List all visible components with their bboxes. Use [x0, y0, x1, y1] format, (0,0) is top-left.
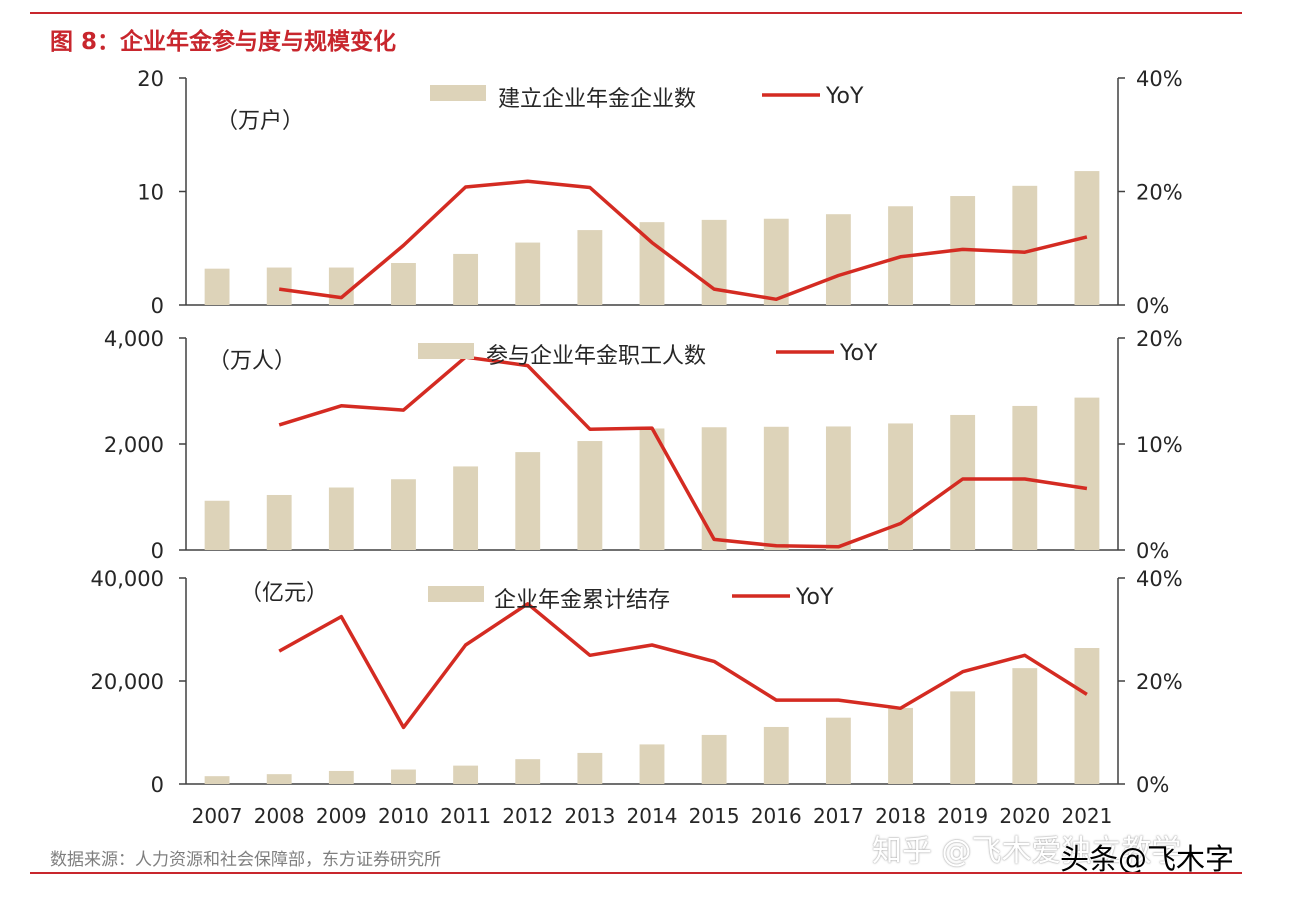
unit-label: （万人）	[208, 349, 296, 374]
bar	[763, 218, 789, 305]
bar	[328, 770, 354, 784]
bar	[204, 268, 230, 305]
right-tick-label: 20%	[1136, 327, 1183, 351]
bar	[515, 242, 541, 305]
x-tick-label: 2014	[627, 804, 678, 828]
bar	[204, 500, 230, 550]
left-tick-label: 2,000	[104, 433, 164, 457]
bar	[266, 494, 292, 550]
legend-bar-label: 建立企业年金企业数	[498, 87, 696, 112]
figure-title: 图 8：企业年金参与度与规模变化	[50, 29, 397, 55]
bar	[453, 253, 479, 305]
bar	[825, 426, 851, 550]
right-tick-label: 0%	[1136, 773, 1169, 797]
x-tick-label: 2012	[502, 804, 553, 828]
bar	[701, 427, 727, 550]
bar	[391, 479, 416, 550]
bar	[639, 428, 665, 550]
bar	[515, 759, 541, 784]
x-tick-label: 2018	[875, 804, 926, 828]
legend-line-label: YoY	[825, 84, 864, 109]
legend-bar-swatch	[418, 343, 474, 359]
bar	[763, 426, 789, 550]
yoy-line	[278, 179, 1088, 302]
legend-bar-label: 参与企业年金职工人数	[486, 344, 706, 369]
right-tick-label: 10%	[1136, 433, 1183, 457]
bar	[204, 776, 230, 784]
left-tick-label: 10	[137, 181, 164, 205]
bar	[391, 263, 416, 305]
watermark-zhihu: 知乎 @飞木爱独立教学	[872, 834, 1182, 869]
bar	[266, 774, 292, 784]
bar	[577, 441, 603, 550]
x-tick-label: 2011	[440, 804, 491, 828]
bar	[639, 744, 665, 784]
bar	[1074, 397, 1100, 550]
x-tick-label: 2008	[254, 804, 305, 828]
bar	[1012, 668, 1038, 784]
legend-line-label: YoY	[839, 341, 878, 366]
bar	[701, 734, 727, 784]
legend-bar-swatch	[428, 586, 484, 602]
x-tick-label: 2017	[813, 804, 864, 828]
left-tick-label: 0	[151, 773, 164, 797]
bar	[453, 765, 479, 784]
bar	[825, 717, 851, 784]
right-tick-label: 20%	[1136, 181, 1183, 205]
left-tick-label: 20,000	[91, 670, 164, 694]
x-tick-label: 2007	[192, 804, 243, 828]
legend-line-label: YoY	[795, 585, 834, 610]
x-tick-label: 2019	[937, 804, 988, 828]
top-rule	[30, 12, 1242, 14]
bar	[888, 423, 913, 550]
right-tick-label: 0%	[1136, 539, 1169, 563]
left-tick-label: 4,000	[104, 327, 164, 351]
unit-label: （亿元）	[240, 581, 328, 606]
right-tick-label: 0%	[1136, 294, 1169, 318]
bar	[950, 691, 976, 784]
right-tick-label: 20%	[1136, 670, 1183, 694]
bar	[515, 452, 541, 550]
bar	[328, 487, 354, 550]
bar	[888, 707, 913, 784]
yoy-line	[278, 355, 1088, 549]
bottom-rule	[30, 872, 1242, 874]
bar	[266, 267, 292, 305]
left-tick-label: 0	[151, 294, 164, 318]
x-tick-label: 2016	[751, 804, 802, 828]
legend-bar-swatch	[430, 85, 486, 101]
bar	[1012, 185, 1038, 305]
bar	[825, 214, 851, 305]
x-tick-label: 2015	[689, 804, 740, 828]
right-tick-label: 40%	[1136, 567, 1183, 591]
bar	[577, 752, 603, 784]
x-tick-label: 2021	[1061, 804, 1112, 828]
watermark-toutiao: 头条@飞木字	[1060, 842, 1235, 876]
legend-bar-label: 企业年金累计结存	[494, 588, 670, 613]
x-tick-label: 2010	[378, 804, 429, 828]
unit-label: （万户）	[216, 109, 304, 134]
bar	[950, 414, 976, 550]
left-tick-label: 40,000	[91, 567, 164, 591]
bar	[328, 267, 354, 305]
left-tick-label: 20	[137, 67, 164, 91]
bar	[391, 769, 416, 784]
bar	[763, 726, 789, 784]
x-tick-label: 2009	[316, 804, 367, 828]
right-tick-label: 40%	[1136, 67, 1183, 91]
bar	[453, 466, 479, 550]
bar	[577, 230, 603, 305]
yoy-line	[278, 602, 1088, 730]
x-tick-label: 2020	[999, 804, 1050, 828]
bar	[1074, 648, 1100, 784]
x-tick-label: 2013	[564, 804, 615, 828]
source-note: 数据来源：人力资源和社会保障部，东方证券研究所	[50, 850, 441, 870]
left-tick-label: 0	[151, 539, 164, 563]
